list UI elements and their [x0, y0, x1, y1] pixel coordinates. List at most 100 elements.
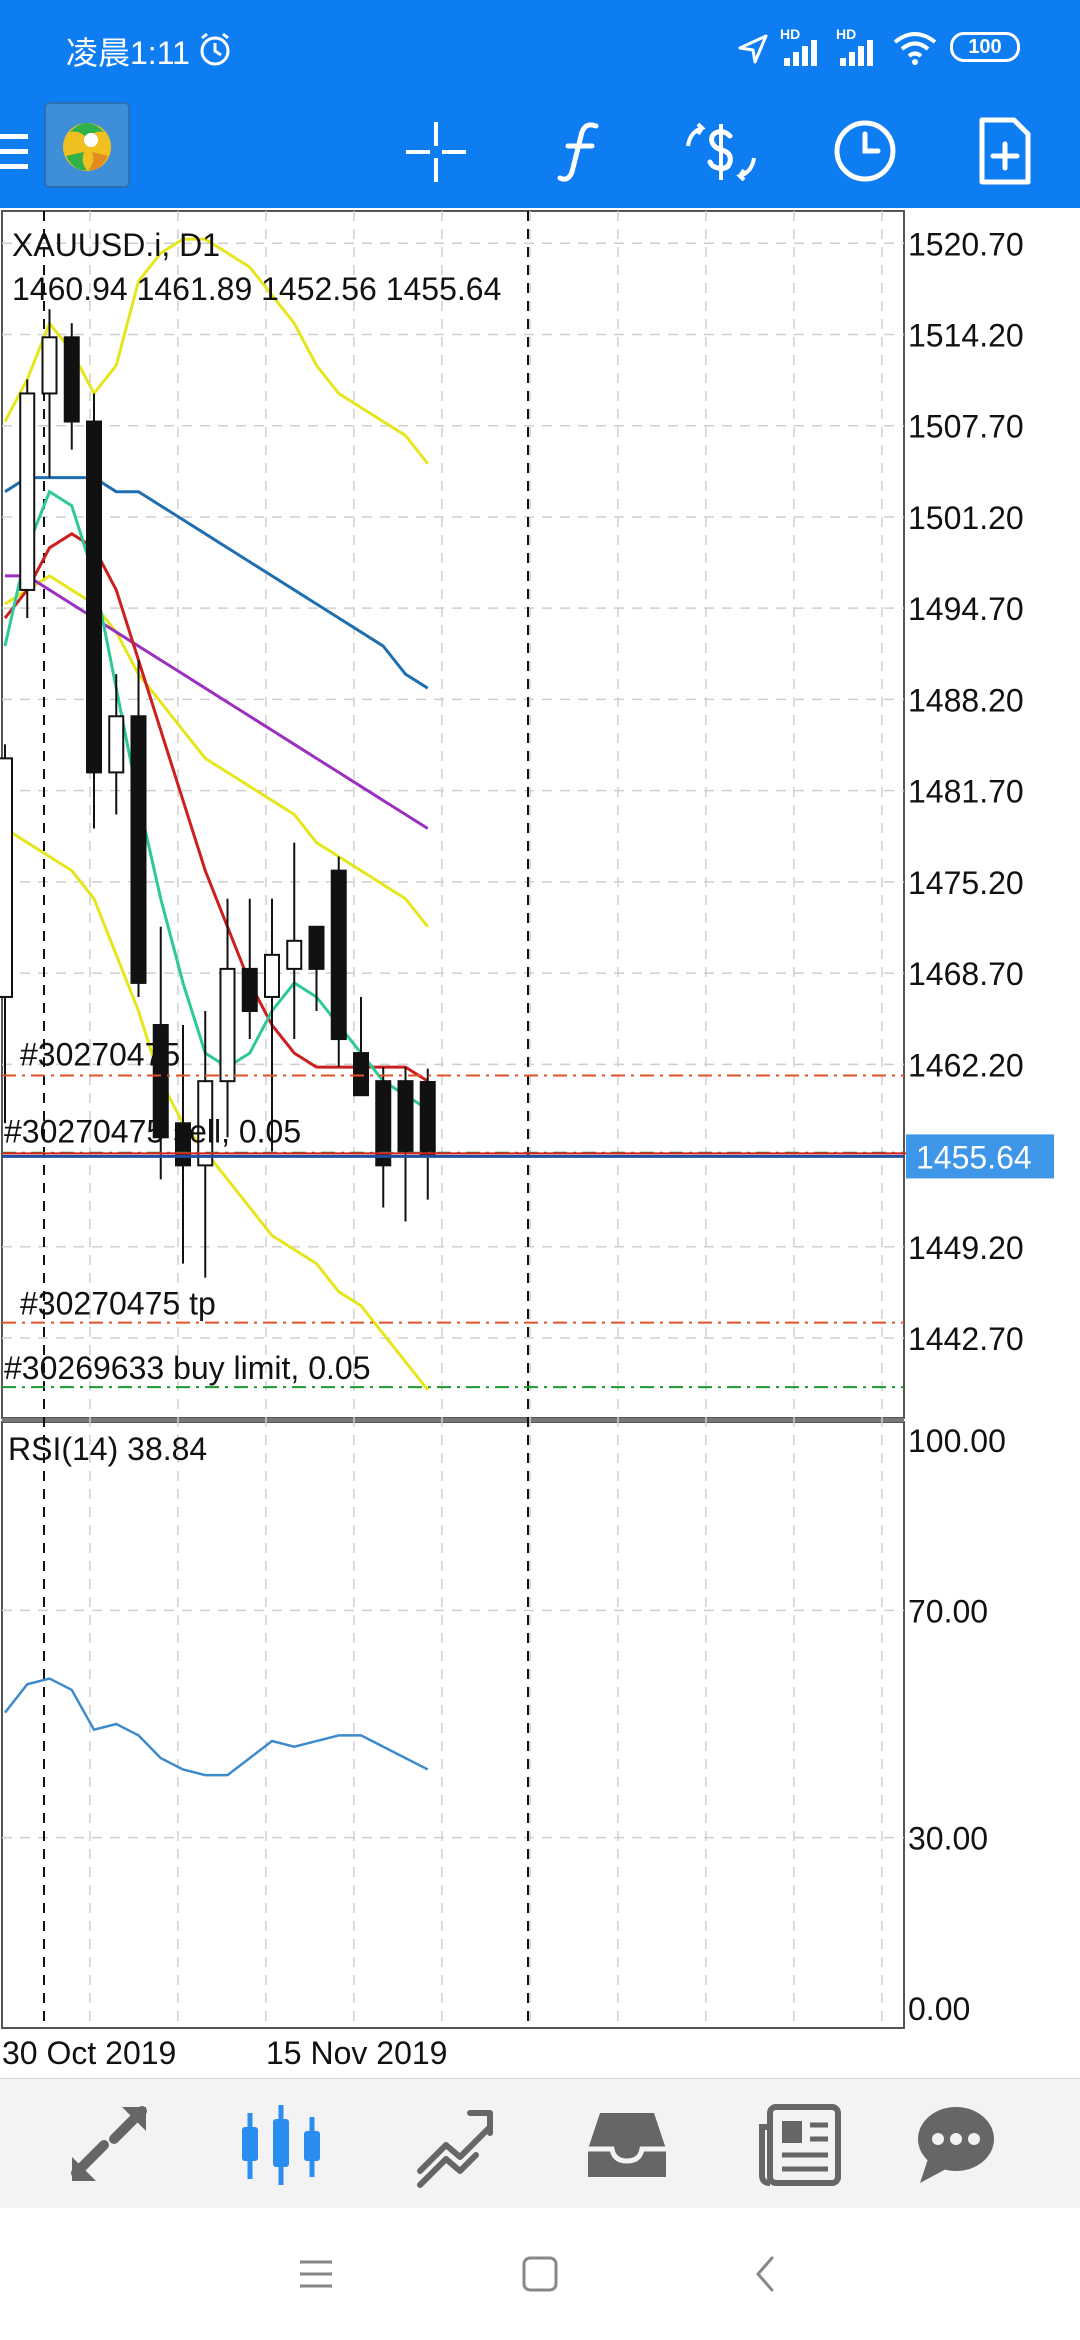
- location-arrow-icon: [738, 34, 768, 64]
- candle-body: [41, 336, 58, 395]
- price-axis-label: 1520.70: [908, 226, 1024, 262]
- status-time: 凌晨1:11: [66, 35, 190, 71]
- chart-icon: [242, 2105, 320, 2185]
- metatrader-4-logo: [44, 102, 130, 188]
- history-icon: [588, 2113, 666, 2177]
- candle-body: [375, 1080, 392, 1167]
- candle-body: [330, 869, 347, 1041]
- candle: [375, 1067, 392, 1208]
- stop-loss-label: #30270475: [20, 1037, 180, 1073]
- candle: [0, 744, 13, 1124]
- candle: [175, 1025, 191, 1264]
- system-menu-icon[interactable]: [286, 2244, 346, 2304]
- date-axis-label: 30 Oct 2019: [2, 2035, 176, 2071]
- candle-body: [0, 757, 13, 998]
- signal-2-label: HD: [836, 26, 857, 42]
- bollinger-lower-line: [4, 827, 429, 1391]
- nav-chart[interactable]: [236, 2099, 326, 2189]
- signal-1-label: HD: [780, 26, 801, 42]
- candles: [0, 309, 436, 1278]
- candle: [219, 898, 236, 1138]
- rsi-title: RSI(14) 38.84: [8, 1431, 207, 1467]
- nav-messages[interactable]: [910, 2099, 1000, 2189]
- dollar-exchange-icon: [686, 122, 756, 182]
- moving-average-red-line: [3, 532, 429, 1083]
- status-bar: 凌晨1:11 HD HD 100: [0, 0, 1080, 96]
- price-axis-label: 1449.20: [908, 1230, 1024, 1266]
- system-back-icon[interactable]: [736, 2244, 796, 2304]
- price-axis-label: 1475.20: [908, 865, 1024, 901]
- candle-body: [286, 939, 303, 970]
- rsi-axis-label: 100.00: [908, 1423, 1006, 1459]
- quotes-icon: [71, 2106, 147, 2181]
- indicators-button[interactable]: [540, 96, 620, 208]
- symbol-button[interactable]: [680, 96, 760, 208]
- moving-average-purple-line: [5, 574, 429, 830]
- symbol-title: XAUUSD.i, D1: [12, 227, 220, 263]
- rsi-axis-label: 70.00: [908, 1593, 988, 1629]
- price-axis-label: 1488.20: [908, 682, 1024, 718]
- price-axis-label: 1514.20: [908, 318, 1024, 354]
- candle: [419, 1068, 436, 1200]
- order-lines: #30270475 #30270475 sell, 0.05 #30270475 t…: [2, 1037, 1052, 1389]
- candle: [152, 926, 169, 1180]
- nav-news[interactable]: [756, 2099, 846, 2189]
- system-home-icon[interactable]: [510, 2244, 570, 2304]
- nav-trade[interactable]: [410, 2099, 500, 2189]
- price-axis-label: 1481.70: [908, 774, 1024, 810]
- rsi-line: [4, 1677, 429, 1777]
- trade-icon: [417, 2110, 493, 2188]
- candle: [330, 856, 347, 1068]
- candle-body: [86, 420, 102, 774]
- signal-1-icon: HD: [780, 26, 826, 66]
- candle-body: [353, 1052, 369, 1097]
- rsi-indicator: [4, 1677, 429, 1777]
- messages-icon: [918, 2107, 994, 2183]
- timeframe-button[interactable]: [824, 96, 904, 208]
- price-axis-label: 1501.20: [908, 500, 1024, 536]
- rsi-axis-label: 0.00: [908, 1991, 970, 2027]
- candle: [286, 842, 303, 1040]
- chart-area[interactable]: #30270475 #30270475 sell, 0.05 #30270475 t…: [0, 208, 1080, 2078]
- date-axis-label: 15 Nov 2019: [266, 2035, 447, 2071]
- toolbar: [0, 96, 1080, 208]
- candle-body: [308, 925, 325, 970]
- candle: [130, 660, 147, 997]
- candle-body: [219, 967, 236, 1083]
- candle-body: [19, 392, 36, 591]
- candle: [41, 309, 58, 478]
- battery-level: 100: [968, 36, 1002, 58]
- candle: [241, 898, 258, 1040]
- candle-body: [264, 953, 280, 998]
- candle-body: [241, 967, 258, 1012]
- take-profit-label: #30270475 tp: [20, 1286, 216, 1322]
- crosshair-icon: [406, 122, 466, 182]
- rsi-panel-frame: [1, 1421, 905, 2029]
- nav-quotes[interactable]: [64, 2099, 154, 2189]
- candle: [86, 393, 102, 829]
- candle-body: [63, 336, 80, 423]
- menu-button[interactable]: [0, 96, 30, 208]
- nav-history[interactable]: [582, 2099, 672, 2189]
- ohlc-readout: 1460.94 1461.89 1452.56 1455.64: [12, 271, 501, 307]
- candle: [353, 996, 369, 1097]
- app-logo-button[interactable]: [44, 96, 130, 208]
- candle-body: [197, 1080, 214, 1167]
- alarm-icon: [200, 32, 230, 66]
- moving-average-teal-line: [3, 489, 429, 1111]
- current-price-tag: [906, 1134, 1054, 1179]
- moving-average-blue-line: [4, 476, 429, 690]
- bottom-navigation: [0, 2078, 1080, 2209]
- current-price-label: 1455.64: [916, 1139, 1032, 1175]
- rsi-axis-label: 30.00: [908, 1821, 988, 1857]
- price-axis-label: 1462.20: [908, 1047, 1024, 1083]
- candle: [264, 898, 280, 1152]
- clock-icon: [834, 120, 896, 182]
- new-order-button[interactable]: [964, 96, 1044, 208]
- chart-canvas[interactable]: #30270475 #30270475 sell, 0.05 #30270475 t…: [0, 208, 1080, 2078]
- news-icon: [759, 2104, 841, 2186]
- candle-body: [108, 715, 125, 774]
- new-document-plus-icon: [979, 117, 1031, 185]
- axis-labels: 1520.70 1514.20 1507.70 1501.20 1494.70 1488.…: [2, 226, 1054, 2071]
- crosshair-button[interactable]: [396, 96, 476, 208]
